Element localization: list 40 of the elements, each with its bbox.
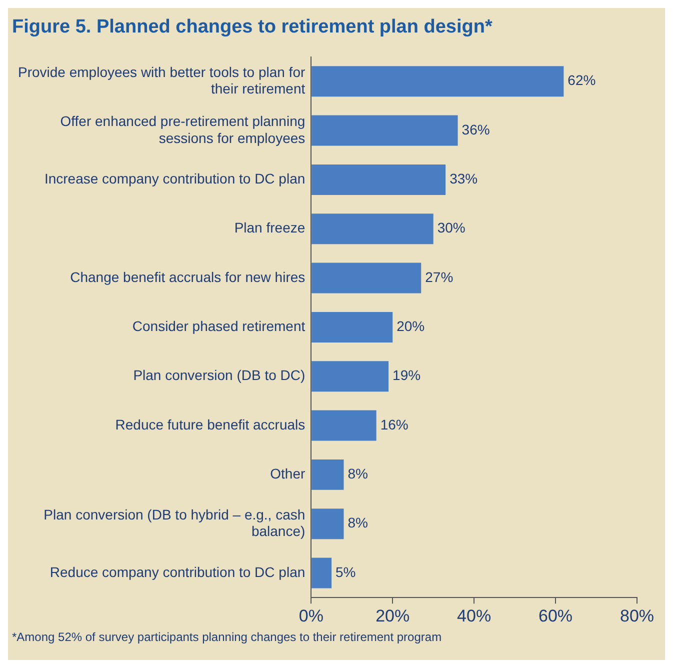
data-label: 30% bbox=[437, 220, 466, 236]
x-tick-label: 40% bbox=[457, 606, 492, 626]
bar bbox=[312, 410, 376, 441]
bar bbox=[312, 164, 446, 195]
x-tick-label: 60% bbox=[538, 606, 573, 626]
chart-title: Figure 5. Planned changes to retirement plan design* bbox=[12, 16, 493, 38]
data-label: 62% bbox=[568, 72, 596, 88]
data-label: 33% bbox=[450, 170, 478, 187]
bar bbox=[312, 361, 389, 392]
text: *Among 52% of survey participants planning changes to their retirement program bbox=[11, 630, 443, 644]
data-label: 16% bbox=[380, 416, 408, 432]
y-tick-label: Plan freeze bbox=[234, 220, 306, 236]
data-label: 8% bbox=[348, 466, 368, 482]
bar bbox=[312, 214, 434, 244]
y-tick-label: Plan conversion (DB to DC) bbox=[133, 367, 306, 384]
bar bbox=[312, 66, 564, 97]
x-tick-label: 20% bbox=[376, 606, 410, 626]
data-label: 8% bbox=[348, 514, 368, 531]
y-tick-label: Reduce company contribution to DC plan bbox=[50, 564, 306, 580]
x-tick-label: 0% bbox=[298, 606, 324, 626]
data-label: 19% bbox=[392, 367, 421, 384]
bar bbox=[312, 312, 393, 342]
bar bbox=[312, 558, 332, 588]
y-tick-label: Reduce future benefit accruals bbox=[115, 416, 306, 432]
x-tick-label: 80% bbox=[620, 606, 654, 626]
y-tick-label: Plan conversion (DB to hybrid – e.g., cash balance) bbox=[44, 506, 306, 540]
y-tick-label: Change benefit accruals for new hires bbox=[70, 268, 306, 285]
y-tick-label: Offer enhanced pre-retirement planning sessions for employees bbox=[60, 113, 306, 146]
bar bbox=[312, 459, 344, 490]
y-tick-label: Provide employees with better tools to plan for their retirement bbox=[18, 64, 306, 97]
y-tick-label: Other bbox=[270, 466, 306, 482]
data-label: 5% bbox=[336, 564, 356, 580]
y-tick-label: Consider phased retirement bbox=[132, 318, 306, 334]
bar bbox=[312, 115, 458, 146]
data-label: 20% bbox=[396, 318, 425, 334]
y-tick-label: Increase company contribution to DC plan bbox=[44, 170, 306, 187]
data-label: 36% bbox=[462, 121, 490, 138]
bar bbox=[312, 262, 422, 294]
data-label: 27% bbox=[425, 268, 454, 285]
bar bbox=[312, 508, 344, 540]
